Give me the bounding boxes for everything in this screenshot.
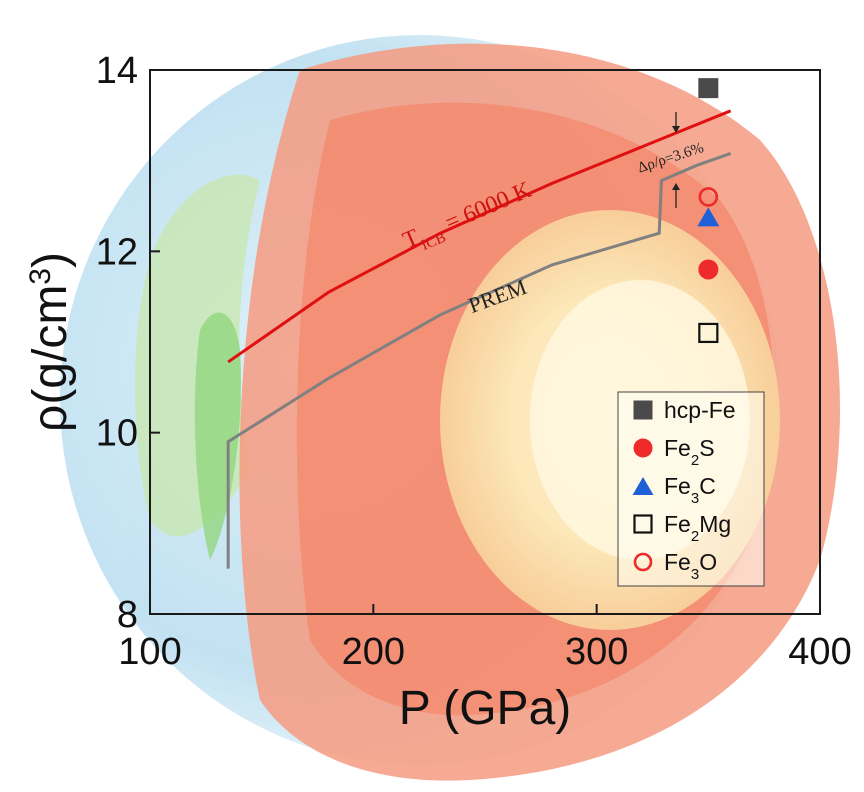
y-tick-label: 8 [117, 594, 138, 636]
data-points [697, 78, 720, 344]
data-point-2 [698, 259, 719, 280]
x-tick-label: 400 [788, 631, 851, 673]
x-tick-label: 200 [342, 631, 405, 673]
ticb-6000k-curve [227, 109, 732, 364]
arrow-down-head [672, 126, 680, 133]
arrow-up-head [672, 183, 680, 190]
legend: hcp-Fe Fe2S Fe3C Fe2Mg Fe3O [617, 391, 765, 587]
data-point-5 [698, 187, 719, 207]
legend-label-1: hcp-Fe [664, 397, 736, 423]
plot-axes: 100 200 300 400 8 10 12 14 [96, 50, 852, 673]
y-axis-label: ρ(g/cm3) [24, 252, 78, 432]
legend-label-2: Fe2S [664, 435, 715, 469]
y-tick-label: 12 [96, 231, 138, 273]
y-tick-label: 10 [96, 413, 138, 455]
x-tick-label: 300 [565, 631, 628, 673]
legend-label-5: Fe3O [664, 549, 717, 583]
x-axis-ticks: 100 200 300 400 [118, 604, 852, 673]
x-axis-label: P (GPa) [399, 682, 572, 735]
legend-marker-1 [633, 400, 653, 420]
data-point-1 [698, 78, 719, 99]
y-tick-label: 14 [96, 50, 138, 92]
legend-label-3: Fe3C [664, 473, 716, 507]
data-point-4 [698, 322, 719, 344]
density-curves [226, 109, 732, 569]
x-tick-label: 100 [118, 631, 181, 673]
y-axis-ticks: 8 10 12 14 [96, 50, 160, 636]
legend-marker-2 [633, 438, 653, 458]
legend-marker-3 [632, 476, 654, 496]
plot-frame [149, 69, 821, 615]
legend-marker-4 [633, 514, 653, 534]
prem-curve [226, 151, 732, 569]
data-point-3 [697, 207, 720, 227]
legend-label-4: Fe2Mg [664, 511, 731, 545]
legend-marker-5 [633, 552, 653, 572]
